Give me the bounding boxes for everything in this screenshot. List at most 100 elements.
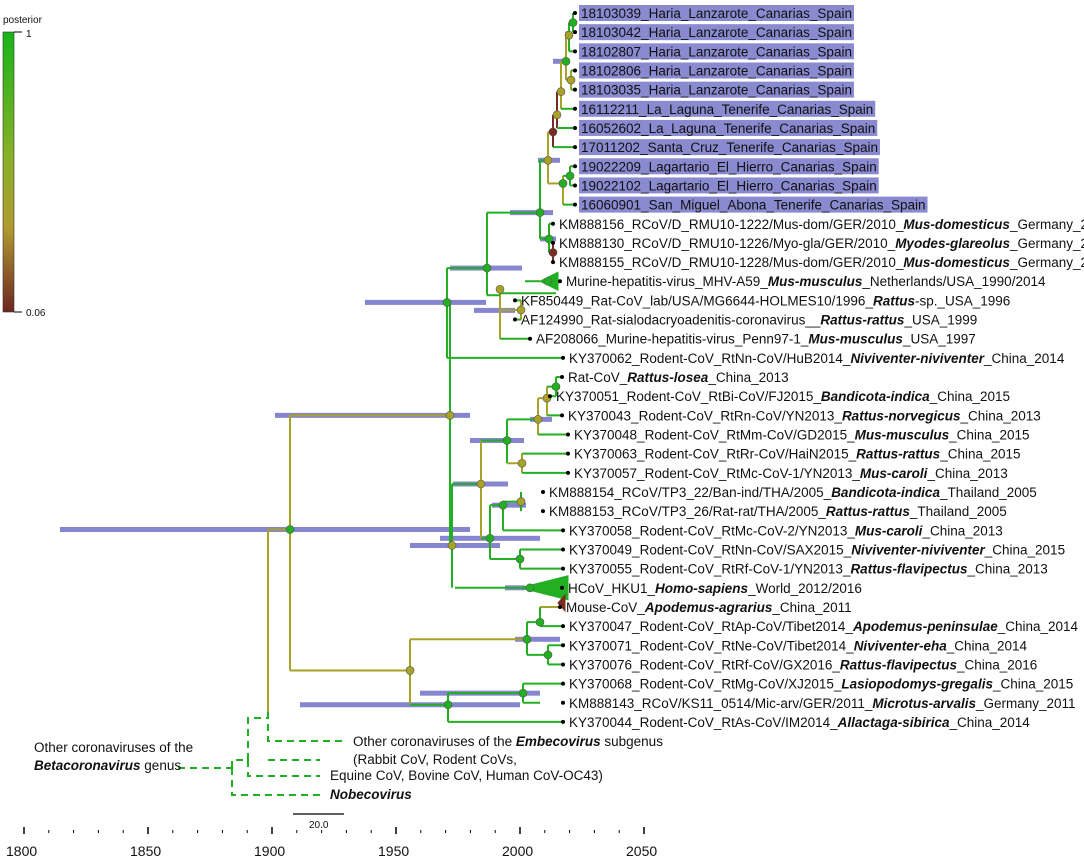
tip-dot [560, 413, 564, 418]
tip-label: 18103042_Haria_Lanzarote_Canarias_Spain [581, 25, 852, 40]
legend-min: 0.06 [26, 308, 46, 319]
tip-dot [561, 355, 565, 360]
tip-dot [573, 49, 577, 54]
node-marker [551, 382, 561, 391]
tip-dot [566, 451, 570, 456]
hpd-bar [60, 526, 470, 532]
node-marker [525, 583, 535, 593]
tip-label: KF850449_Rat-CoV_lab/USA/MG6644-HOLMES10… [521, 293, 1010, 308]
tip-label: KY370051_Rodent-CoV_RtBi-CoV/FJ2015_Band… [556, 389, 1010, 404]
scale-bar-label: 20.0 [309, 820, 329, 831]
tip-label: KY370058_Rodent-CoV_RtMc-CoV-2/YN2013_Mu… [569, 523, 1003, 538]
tip-label: 17011202_Santa_Cruz_Tenerife_Canarias_Sp… [581, 140, 878, 155]
node-marker [565, 171, 575, 181]
node-marker [502, 436, 512, 445]
tip-dot [573, 145, 577, 150]
node-marker [561, 57, 571, 66]
time-axis: 1800 1850 1900 1950 2000 2050 [6, 827, 657, 859]
axis-tick-label: 1800 [6, 843, 37, 859]
tip-label: 18102806_Haria_Lanzarote_Canarias_Spain [581, 63, 852, 78]
node-marker [443, 700, 453, 710]
tip-highlight [579, 43, 854, 60]
tip-highlight [579, 177, 879, 194]
embeco-line2: (Rabbit CoV, Rodent CoVs, [353, 752, 517, 767]
node-marker [568, 18, 578, 27]
node-marker [543, 155, 553, 165]
tip-dot [561, 700, 565, 705]
axis-tick-label: 2000 [502, 843, 533, 859]
tip-label: KM888155_RCoV/D_RMU10-1228/Mus-dom/GER/2… [559, 255, 1084, 270]
hpd-bar [474, 307, 515, 313]
tip-label: KY370043_Rodent-CoV_RtRn-CoV/YN2013_Ratt… [568, 408, 1041, 423]
tip-highlight [579, 196, 928, 213]
tip-dot [573, 87, 577, 92]
tip-highlight [579, 81, 854, 98]
tip-label: 19022102_Lagartario_El_Hierro_Canarias_S… [581, 178, 877, 193]
node-marker [515, 554, 525, 564]
tip-label: KM888156_RCoV/D_RMU10-1222/Mus-dom/GER/2… [559, 217, 1084, 232]
tip-dot [573, 164, 577, 169]
tip-dot [513, 317, 517, 322]
tip-label: KY370076_Rodent-CoV_RtRf-CoV/GX2016_Ratt… [569, 657, 1037, 672]
tip-label: KY370068_Rodent-CoV_RtMg-CoV/XJ2015_Lasi… [569, 677, 1073, 692]
legend-max: 1 [26, 29, 32, 40]
node-marker [485, 534, 495, 543]
node-marker [535, 208, 545, 217]
tip-dot [573, 11, 577, 15]
hpd-bars [60, 58, 566, 708]
tip-dot [566, 470, 570, 475]
axis-tick-label: 2050 [626, 843, 657, 859]
node-marker [498, 500, 508, 510]
axis-tick-label: 1950 [378, 843, 409, 859]
tip-label: 18103039_Haria_Lanzarote_Canarias_Spain [581, 6, 852, 21]
tip-label: Murine-hepatitis-virus_MHV-A59_Mus-muscu… [566, 274, 1046, 289]
tip-label: 16060901_San_Miguel_Abona_Tenerife_Canar… [581, 198, 926, 213]
tip-dot [551, 260, 555, 265]
node-marker [522, 634, 532, 644]
node-marker [548, 127, 558, 137]
node-marker [556, 87, 566, 96]
outgroup-dashed [178, 712, 347, 796]
tip-dot [566, 432, 570, 437]
node-marker [552, 110, 562, 120]
tip-highlight [579, 158, 879, 175]
tip-label: KY370055_Rodent-CoV_RtRf-CoV-1/YN2013_Ra… [569, 562, 1048, 577]
tip-highlight [579, 5, 854, 21]
node-markers [285, 18, 578, 710]
node-marker [535, 617, 545, 627]
tip-highlight [579, 139, 880, 156]
node-marker [543, 650, 553, 660]
nobeco-label: Nobecovirus [330, 787, 412, 802]
collapsed-clade-hku1 [519, 575, 569, 601]
tip-label: 16112211_La_Laguna_Tenerife_Canarias_Spa… [581, 102, 873, 117]
node-marker [543, 276, 553, 286]
tip-label: Rat-CoV_Rattus-losea_China_2013 [568, 370, 789, 385]
tip-dot [560, 375, 564, 380]
posterior-legend: posterior 1 0.06 [2, 15, 46, 319]
tip-dot [573, 125, 577, 130]
hpd-bar [515, 636, 560, 642]
node-marker [558, 179, 568, 188]
tip-label: AF208066_Murine-hepatitis-virus_Penn97-1… [536, 332, 976, 347]
tip-label: KY370071_Rodent-CoV_RtNe-CoV/Tibet2014_N… [569, 638, 1028, 653]
node-marker [442, 298, 452, 307]
node-marker [285, 525, 295, 534]
tip-highlight [579, 24, 854, 41]
tip-dot [558, 604, 562, 609]
tip-dot [573, 106, 577, 111]
beta-line1: Other coronaviruses of the [34, 740, 193, 755]
tip-label: KY370062_Rodent-CoV_RtNn-CoV/HuB2014_Niv… [569, 351, 1065, 366]
node-marker [566, 75, 576, 85]
hpd-bar [553, 58, 566, 64]
node-marker [548, 248, 558, 257]
embeco-line1: Other coronaviruses of the Embecovirus s… [353, 734, 663, 749]
tip-label: KY370047_Rodent-CoV_RtAp-CoV/Tibet2014_A… [569, 619, 1079, 634]
tip-dot [558, 279, 562, 284]
tip-dot [561, 566, 565, 571]
tip-dot [573, 202, 577, 207]
tip-dot [551, 221, 555, 226]
tip-dot [561, 624, 565, 629]
tip-dot [548, 394, 552, 399]
tip-highlight [579, 62, 854, 79]
